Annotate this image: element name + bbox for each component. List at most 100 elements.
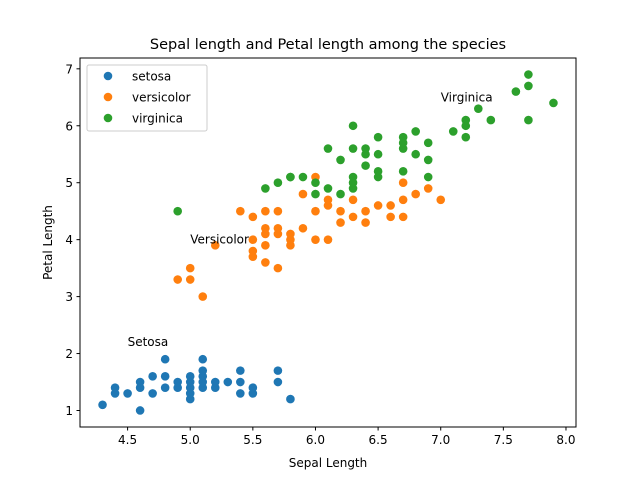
y-tick-label: 3 bbox=[65, 290, 73, 304]
data-point-setosa bbox=[210, 377, 220, 387]
data-point-virginica bbox=[373, 149, 383, 159]
x-tick-label: 5.0 bbox=[181, 433, 200, 447]
data-point-virginica bbox=[261, 184, 270, 193]
data-point-setosa bbox=[160, 354, 170, 364]
data-point-versicolor bbox=[398, 178, 408, 188]
legend-box bbox=[86, 64, 208, 132]
data-point-virginica bbox=[348, 121, 358, 131]
data-point-versicolor bbox=[336, 218, 345, 227]
x-tick-label: 8.0 bbox=[556, 433, 575, 447]
data-point-versicolor bbox=[323, 195, 333, 205]
data-point-versicolor bbox=[261, 223, 270, 233]
data-point-setosa bbox=[148, 389, 157, 398]
data-point-virginica bbox=[398, 132, 408, 142]
data-point-virginica bbox=[361, 144, 370, 153]
data-point-setosa bbox=[98, 400, 107, 410]
data-point-virginica bbox=[474, 104, 483, 113]
data-point-setosa bbox=[236, 366, 245, 375]
x-tick-label: 4.5 bbox=[118, 433, 137, 447]
data-point-versicolor bbox=[273, 223, 283, 233]
data-point-setosa bbox=[198, 366, 208, 375]
annotations: Setosa Versicolor Virginica bbox=[128, 90, 493, 349]
data-point-setosa bbox=[185, 372, 195, 381]
data-point-virginica bbox=[336, 189, 345, 199]
data-point-versicolor bbox=[348, 212, 358, 222]
annotation-virginica: Virginica bbox=[441, 90, 493, 104]
data-point-versicolor bbox=[261, 206, 270, 216]
data-point-versicolor bbox=[261, 241, 270, 250]
data-point-virginica bbox=[336, 155, 345, 165]
data-point-setosa bbox=[135, 406, 145, 415]
y-tick-label: 4 bbox=[65, 233, 73, 247]
data-point-virginica bbox=[348, 144, 358, 153]
data-point-versicolor bbox=[336, 206, 345, 216]
legend-label-virginica: virginica bbox=[132, 112, 183, 126]
legend-label-versicolor: versicolor bbox=[132, 91, 191, 105]
data-point-virginica bbox=[311, 178, 320, 188]
data-point-setosa bbox=[148, 372, 157, 381]
data-point-setosa bbox=[236, 377, 245, 387]
data-point-virginica bbox=[423, 155, 433, 165]
data-point-versicolor bbox=[210, 241, 220, 250]
data-point-versicolor bbox=[298, 223, 308, 233]
data-point-virginica bbox=[373, 132, 383, 142]
data-point-virginica bbox=[286, 172, 295, 182]
data-point-virginica bbox=[348, 172, 358, 182]
data-point-virginica bbox=[486, 115, 496, 125]
y-tick-label: 2 bbox=[65, 347, 73, 361]
data-points bbox=[98, 70, 558, 415]
x-tick-label: 5.5 bbox=[243, 433, 262, 447]
data-point-virginica bbox=[173, 206, 182, 216]
data-point-versicolor bbox=[298, 189, 308, 199]
x-tick-label: 7.0 bbox=[431, 433, 450, 447]
data-point-versicolor bbox=[185, 275, 195, 284]
data-point-virginica bbox=[411, 149, 420, 159]
data-point-virginica bbox=[323, 144, 333, 153]
data-point-virginica bbox=[524, 81, 533, 91]
data-point-virginica bbox=[311, 189, 320, 199]
axes: 4.5 5.0 5.5 6.0 6.5 7.0 7.5 8.0 1 2 3 4 5 6 7 bbox=[65, 62, 575, 447]
data-point-versicolor bbox=[273, 263, 283, 273]
data-point-setosa bbox=[273, 366, 283, 375]
data-point-versicolor bbox=[236, 206, 245, 216]
x-tick-label: 6.0 bbox=[306, 433, 325, 447]
data-point-setosa bbox=[248, 383, 258, 393]
data-point-versicolor bbox=[185, 263, 195, 273]
data-point-setosa bbox=[160, 372, 170, 381]
series-virginica bbox=[173, 70, 558, 216]
data-point-virginica bbox=[398, 167, 408, 176]
data-point-virginica bbox=[549, 98, 558, 108]
data-point-virginica bbox=[461, 132, 471, 142]
data-point-versicolor bbox=[248, 235, 258, 244]
legend: setosa versicolor virginica bbox=[86, 64, 208, 132]
series-setosa bbox=[98, 354, 295, 415]
data-point-virginica bbox=[524, 70, 533, 79]
data-point-versicolor bbox=[261, 258, 270, 267]
data-point-virginica bbox=[511, 87, 521, 96]
data-point-versicolor bbox=[198, 292, 208, 301]
data-point-virginica bbox=[323, 184, 333, 193]
data-point-versicolor bbox=[273, 206, 283, 216]
data-point-virginica bbox=[298, 172, 308, 182]
data-point-versicolor bbox=[411, 189, 420, 199]
data-point-virginica bbox=[373, 167, 383, 176]
data-point-setosa bbox=[110, 383, 120, 393]
data-point-virginica bbox=[361, 161, 370, 170]
data-point-setosa bbox=[173, 377, 182, 387]
data-point-versicolor bbox=[386, 201, 395, 210]
data-point-versicolor bbox=[248, 246, 258, 256]
data-point-virginica bbox=[423, 138, 433, 148]
x-axis-label: Sepal Length bbox=[289, 456, 368, 470]
data-point-versicolor bbox=[386, 212, 395, 222]
legend-marker-setosa bbox=[103, 71, 113, 81]
annotation-setosa: Setosa bbox=[128, 335, 169, 349]
data-point-setosa bbox=[135, 377, 145, 387]
data-point-versicolor bbox=[311, 206, 320, 216]
legend-marker-versicolor bbox=[103, 92, 113, 102]
data-point-versicolor bbox=[323, 235, 333, 244]
data-point-setosa bbox=[273, 377, 283, 387]
data-point-versicolor bbox=[423, 184, 433, 193]
data-point-versicolor bbox=[173, 275, 182, 284]
data-point-versicolor bbox=[373, 201, 383, 210]
